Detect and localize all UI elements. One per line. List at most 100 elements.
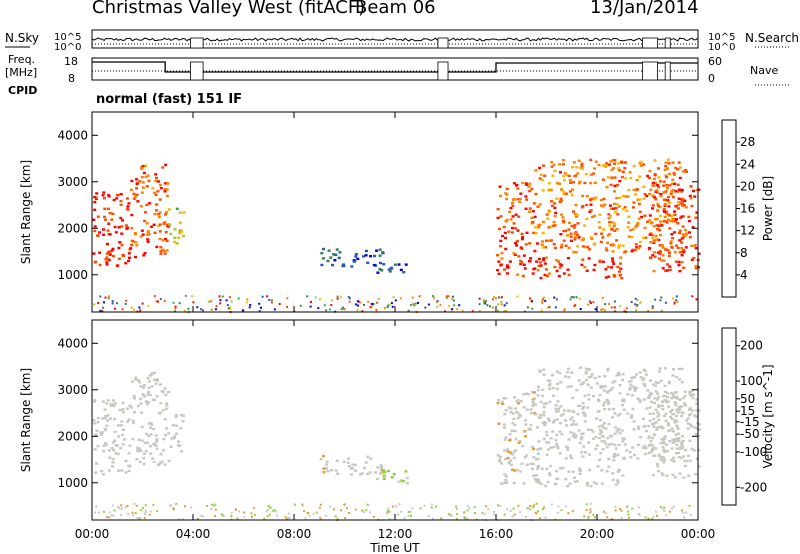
data-cell bbox=[524, 435, 527, 438]
data-cell bbox=[544, 516, 547, 519]
data-cell bbox=[98, 251, 102, 254]
data-cell bbox=[629, 383, 633, 386]
data-cell bbox=[430, 506, 433, 509]
data-cell bbox=[541, 388, 545, 391]
data-cell bbox=[278, 303, 281, 305]
data-cell bbox=[602, 510, 605, 513]
data-cell bbox=[270, 299, 273, 302]
data-cell bbox=[551, 430, 555, 433]
data-cell bbox=[552, 163, 556, 167]
data-cell bbox=[105, 261, 109, 264]
data-cell bbox=[580, 436, 584, 439]
data-cell bbox=[519, 246, 523, 249]
data-cell bbox=[210, 508, 213, 511]
data-cell bbox=[144, 432, 148, 436]
data-cell bbox=[631, 206, 635, 209]
data-cell bbox=[669, 219, 673, 223]
data-cell bbox=[157, 463, 161, 467]
data-cell bbox=[265, 510, 268, 513]
data-cell bbox=[616, 481, 620, 484]
data-cell bbox=[546, 306, 549, 309]
data-cell bbox=[597, 221, 601, 224]
data-cell bbox=[596, 465, 600, 468]
data-cell bbox=[624, 177, 628, 180]
data-cell bbox=[585, 203, 589, 207]
data-cell bbox=[269, 506, 272, 509]
data-cell bbox=[508, 260, 512, 263]
data-cell bbox=[666, 249, 670, 252]
data-cell bbox=[162, 222, 166, 225]
data-cell bbox=[213, 504, 216, 507]
data-cell bbox=[587, 248, 591, 251]
data-cell bbox=[353, 463, 357, 467]
data-cell bbox=[147, 233, 151, 236]
data-cell bbox=[121, 219, 125, 222]
data-cell bbox=[157, 180, 161, 183]
data-cell bbox=[532, 231, 536, 235]
data-cell bbox=[610, 266, 614, 269]
data-cell bbox=[391, 305, 394, 308]
x-axis-label: Time UT bbox=[369, 541, 420, 554]
data-cell bbox=[561, 466, 565, 470]
data-cell bbox=[509, 407, 513, 410]
data-cell bbox=[165, 404, 169, 407]
data-cell bbox=[135, 244, 139, 247]
data-cell bbox=[498, 458, 502, 461]
data-cell bbox=[620, 399, 624, 402]
data-cell bbox=[646, 174, 650, 178]
data-cell bbox=[587, 441, 591, 444]
data-cell bbox=[648, 395, 652, 398]
data-cell bbox=[145, 185, 149, 188]
data-cell bbox=[591, 215, 594, 219]
data-cell bbox=[663, 168, 667, 171]
data-cell bbox=[111, 300, 114, 303]
data-cell bbox=[531, 272, 535, 275]
data-cell bbox=[600, 232, 604, 235]
data-cell bbox=[126, 407, 129, 410]
data-cell bbox=[571, 423, 575, 426]
data-cell bbox=[531, 462, 535, 466]
data-cell bbox=[630, 416, 633, 419]
data-cell bbox=[589, 375, 593, 378]
data-cell bbox=[146, 376, 150, 380]
data-cell bbox=[676, 427, 680, 430]
data-cell bbox=[524, 243, 528, 246]
data-cell bbox=[493, 296, 495, 299]
data-cell bbox=[164, 407, 168, 410]
data-cell bbox=[642, 417, 645, 421]
data-cell bbox=[611, 243, 615, 246]
data-cell bbox=[129, 188, 133, 191]
data-cell bbox=[209, 300, 212, 303]
data-cell bbox=[452, 299, 455, 302]
data-cell bbox=[549, 446, 553, 449]
data-cell bbox=[541, 189, 545, 192]
data-cell bbox=[603, 440, 606, 443]
data-cell bbox=[316, 511, 318, 514]
data-cell bbox=[671, 237, 675, 240]
data-cell bbox=[652, 241, 656, 244]
data-cell bbox=[108, 456, 112, 459]
data-cell bbox=[483, 301, 486, 304]
data-cell bbox=[175, 207, 179, 210]
data-cell bbox=[682, 512, 685, 514]
data-cell bbox=[595, 482, 599, 485]
data-cell bbox=[664, 412, 668, 416]
data-cell bbox=[344, 517, 347, 519]
data-cell bbox=[627, 215, 631, 218]
data-cell bbox=[288, 516, 291, 519]
data-cell bbox=[148, 374, 152, 377]
data-cell bbox=[570, 416, 574, 419]
data-cell bbox=[483, 298, 485, 301]
data-cell bbox=[615, 228, 619, 231]
data-cell bbox=[518, 470, 522, 473]
data-cell bbox=[639, 436, 643, 439]
data-cell bbox=[163, 463, 167, 466]
data-cell bbox=[392, 505, 395, 508]
data-cell bbox=[103, 215, 106, 219]
y-tick-label: 1000 bbox=[57, 476, 88, 490]
data-cell bbox=[602, 197, 606, 201]
data-cell bbox=[665, 443, 668, 446]
data-cell bbox=[369, 511, 372, 514]
data-cell bbox=[659, 379, 663, 383]
data-cell bbox=[211, 503, 214, 506]
